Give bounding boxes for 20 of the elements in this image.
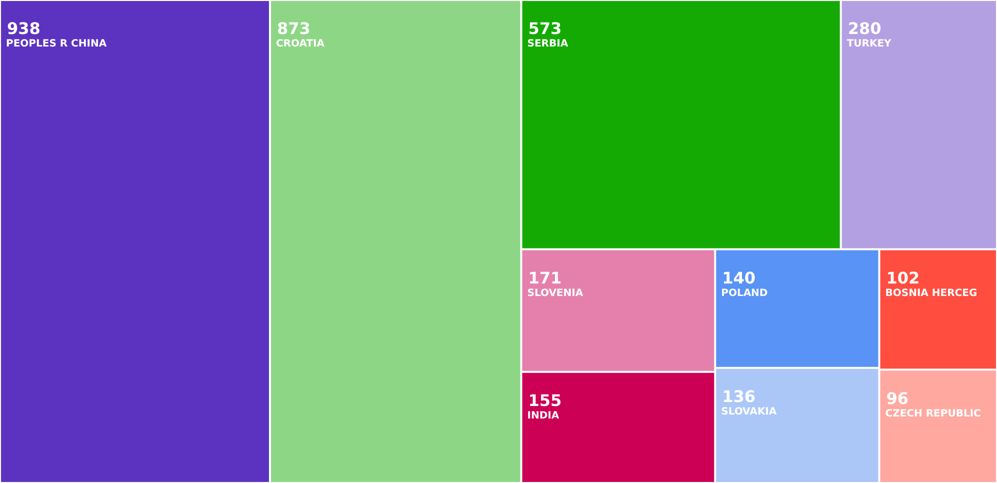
data-label: 102	[886, 268, 920, 288]
category-label: CZECH REPUBLIC	[885, 408, 981, 420]
category-label: SLOVAKIA	[721, 406, 777, 418]
category-label: PEOPLES R CHINA	[6, 38, 107, 50]
data-label: 938	[7, 19, 40, 38]
category-label: CROATIA	[276, 38, 325, 50]
data-label: 280	[848, 19, 882, 38]
category-label: INDIA	[527, 410, 560, 422]
category-label: SERBIA	[527, 38, 568, 50]
category-label: POLAND	[721, 288, 768, 299]
data-label: 140	[722, 268, 756, 288]
category-label: BOSNIA HERCEG	[885, 288, 978, 299]
data-label: 155	[528, 391, 562, 410]
data-label: 96	[886, 388, 909, 408]
data-label: 171	[528, 268, 562, 288]
category-label: SLOVENIA	[527, 288, 584, 299]
data-label: 136	[722, 386, 756, 406]
data-label: 573	[528, 19, 562, 38]
category-label: TURKEY	[846, 38, 892, 50]
data-label: 873	[276, 19, 310, 38]
